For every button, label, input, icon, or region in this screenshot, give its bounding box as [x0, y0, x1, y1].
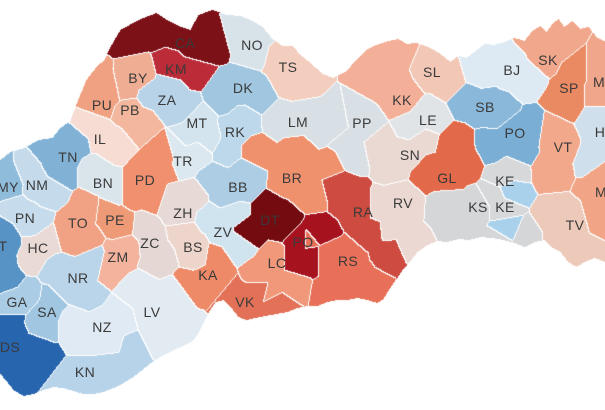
- district-label-ml-partial[interactable]: M: [592, 74, 605, 90]
- district-label-br[interactable]: BR: [281, 170, 303, 186]
- district-label-vt[interactable]: VT: [553, 139, 573, 155]
- district-label-pb[interactable]: PB: [120, 102, 140, 118]
- district-label-tv[interactable]: TV: [565, 217, 585, 233]
- district-label-lv[interactable]: LV: [143, 304, 161, 320]
- district-label-bs[interactable]: BS: [183, 239, 203, 255]
- district-label-ga[interactable]: GA: [6, 294, 28, 310]
- district-label-ts[interactable]: TS: [278, 59, 298, 75]
- district-label-km[interactable]: KM: [165, 61, 187, 77]
- district-label-vk[interactable]: VK: [235, 294, 255, 310]
- district-label-rv[interactable]: RV: [393, 195, 413, 211]
- district-label-lm[interactable]: LM: [287, 114, 309, 130]
- district-label-tr[interactable]: TR: [173, 153, 193, 169]
- district-label-pp[interactable]: PP: [352, 115, 372, 131]
- district-label-pe[interactable]: PE: [105, 212, 125, 228]
- district-label-nr[interactable]: NR: [67, 270, 89, 286]
- district-label-tt-partial[interactable]: T: [0, 238, 8, 254]
- district-label-kk[interactable]: KK: [392, 92, 412, 108]
- district-label-no[interactable]: NO: [241, 37, 263, 53]
- district-label-bn[interactable]: BN: [92, 175, 114, 191]
- district-label-gl[interactable]: GL: [437, 170, 457, 186]
- district-label-po-presov[interactable]: PO: [504, 125, 526, 141]
- district-label-zv[interactable]: ZV: [213, 224, 233, 240]
- district-label-pn[interactable]: PN: [14, 210, 36, 226]
- district-label-sn[interactable]: SN: [399, 147, 421, 163]
- district-label-pu[interactable]: PU: [91, 97, 113, 113]
- district-label-zc[interactable]: ZC: [140, 235, 160, 251]
- district-label-ka[interactable]: KA: [198, 267, 218, 283]
- district-label-he-partial[interactable]: H: [594, 124, 605, 140]
- district-label-nz[interactable]: NZ: [92, 319, 112, 335]
- district-label-rs[interactable]: RS: [337, 253, 359, 269]
- district-label-by[interactable]: BY: [128, 70, 148, 86]
- district-label-zm[interactable]: ZM: [107, 249, 129, 265]
- district-label-ks[interactable]: KS: [468, 199, 488, 215]
- district-label-za[interactable]: ZA: [157, 92, 177, 108]
- district-label-my[interactable]: MY: [0, 179, 19, 195]
- district-label-tn[interactable]: TN: [58, 149, 78, 165]
- district-label-zh[interactable]: ZH: [173, 205, 193, 221]
- district-label-pd[interactable]: PD: [134, 172, 156, 188]
- district-label-dk[interactable]: DK: [232, 80, 254, 96]
- district-label-mi-partial[interactable]: M: [594, 184, 605, 200]
- district-label-sp[interactable]: SP: [559, 80, 579, 96]
- district-label-ca[interactable]: CA: [174, 35, 196, 51]
- district-label-nm[interactable]: NM: [25, 177, 49, 193]
- district-label-lc[interactable]: LC: [267, 255, 287, 271]
- district-label-mt[interactable]: MT: [186, 115, 208, 131]
- district-label-il[interactable]: IL: [93, 131, 107, 147]
- district-label-ke-lower[interactable]: KE: [495, 199, 515, 215]
- district-label-po-south[interactable]: PO: [292, 234, 314, 250]
- district-label-sb[interactable]: SB: [475, 99, 495, 115]
- district-label-bj[interactable]: BJ: [503, 62, 521, 78]
- district-label-sa[interactable]: SA: [37, 304, 57, 320]
- district-label-to[interactable]: TO: [68, 215, 88, 231]
- district-label-bb[interactable]: BB: [228, 179, 248, 195]
- district-label-dt[interactable]: DT: [260, 212, 280, 228]
- district-label-rk[interactable]: RK: [224, 124, 246, 140]
- district-label-ds[interactable]: DS: [0, 339, 21, 355]
- district-label-kn[interactable]: KN: [74, 364, 96, 380]
- district-label-sl[interactable]: SL: [423, 64, 441, 80]
- district-label-ra[interactable]: RA: [352, 204, 374, 220]
- district-label-hc[interactable]: HC: [27, 240, 49, 256]
- district-label-sk[interactable]: SK: [538, 52, 558, 68]
- district-label-ke-upper[interactable]: KE: [495, 173, 515, 189]
- district-label-le[interactable]: LE: [419, 112, 437, 128]
